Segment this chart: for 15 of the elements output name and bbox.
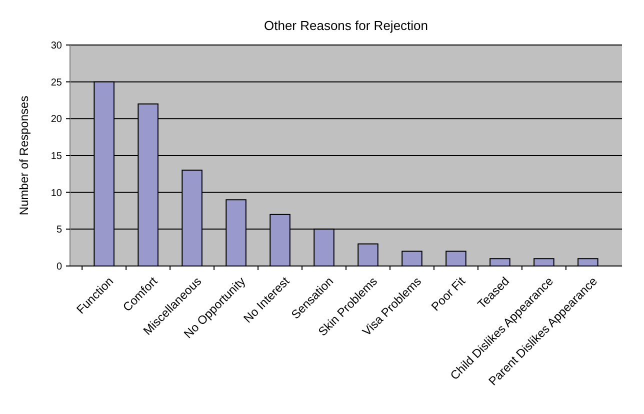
y-tick-label: 10 [50,188,62,199]
chart-title: Other Reasons for Rejection [264,18,428,33]
bar [446,250,466,266]
bar [402,250,422,266]
bar [358,243,378,266]
y-tick-label: 25 [50,77,62,88]
bar [578,258,598,266]
y-tick-label: 15 [50,151,62,162]
y-tick-label: 0 [56,262,62,272]
bar [534,258,554,266]
y-tick-label: 20 [50,114,62,126]
y-tick-label: 5 [56,224,62,236]
bar [490,258,510,266]
y-tick-label: 30 [50,40,62,52]
y-axis-title: Number of Responses [17,96,31,216]
